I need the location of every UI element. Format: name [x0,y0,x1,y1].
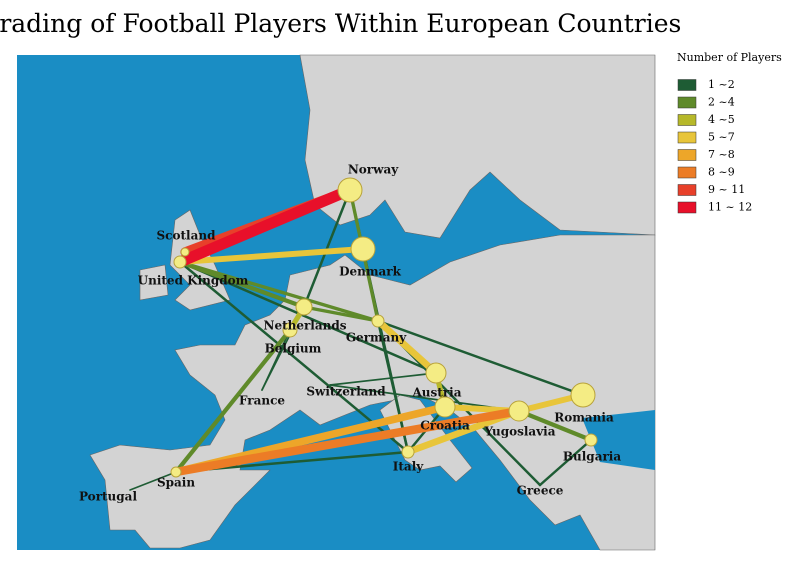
node-label: Spain [157,476,195,490]
node [180,247,190,257]
edge [516,408,594,443]
edge [178,260,410,454]
node [425,362,447,384]
legend-label: 11 ~ 12 [708,201,752,214]
node [570,382,596,408]
node-label: Denmark [339,265,402,279]
node [295,298,313,316]
legend-swatch [677,166,697,179]
legend-label: 5 ~7 [708,131,735,144]
legend-swatch [677,114,697,126]
node [282,322,298,338]
nodes: Norway Scotland United Kingdom Denmark Nethe… [79,163,621,504]
node-label: Portugal [79,490,137,504]
legend-label: 9 ~ 11 [708,183,745,196]
edge [129,471,177,491]
legend-label: 4 ~5 [708,113,735,126]
legend-label: 1 ~2 [708,78,735,91]
legend-swatch [677,201,697,214]
edge [171,406,524,477]
legend-title: Number of Players [677,51,782,64]
legend-swatch [677,149,697,161]
edge [538,438,593,487]
node-label: Yugoslavia [483,425,555,439]
legend-swatch [677,79,697,91]
legend-swatch [677,96,697,109]
land [139,264,169,301]
edge [302,188,352,309]
legend-swatch [677,131,697,144]
edge [329,372,437,386]
node [584,433,598,447]
node [350,236,376,262]
node-label: Scotland [157,229,217,243]
edge [177,259,307,310]
edge [173,327,293,475]
legend: Number of Players 1 ~2 2 ~4 4 ~5 5 ~7 7 ~8 8 … [677,51,782,214]
node-label: United Kingdom [138,274,249,288]
node-label: Germany [346,331,407,345]
edge [174,184,356,268]
node-label: Belgium [265,342,322,356]
node [508,400,530,422]
node-label: Romania [554,411,614,425]
node [170,466,182,478]
land [299,54,656,239]
node [337,177,363,203]
node [434,396,456,418]
edge [261,329,291,391]
node-label: Bulgaria [563,450,621,464]
sea [582,410,655,470]
legend-label: 7 ~8 [708,148,735,161]
node-label: Austria [412,386,462,400]
land [89,234,656,551]
node-label: Italy [393,460,424,474]
node-label: Norway [348,163,399,177]
edge [302,305,380,323]
node-label: Switzerland [306,385,386,399]
edge [376,319,585,397]
legend-swatch [677,184,697,196]
edge [374,317,440,377]
node-label: France [239,394,285,408]
node-label: Croatia [420,419,470,433]
node [371,314,385,328]
edge [177,246,366,265]
node [401,445,415,459]
node-label: Netherlands [263,319,346,333]
legend-label: 2 ~4 [708,96,735,109]
node [173,255,187,269]
node-label: Greece [517,484,564,498]
edge [178,260,438,375]
legend-label: 8 ~9 [708,166,735,179]
chart-title: Trading of Football Players Within Europ… [0,9,681,38]
